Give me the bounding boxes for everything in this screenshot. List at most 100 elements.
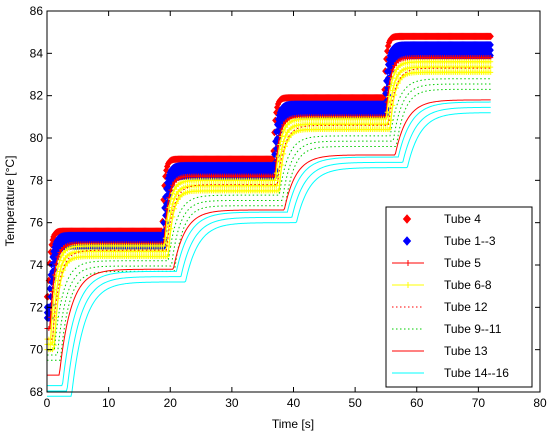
data-point [487,32,494,41]
data-point [164,254,170,260]
x-tick-label: 60 [410,396,424,410]
data-point [51,287,57,293]
series-line [47,67,491,340]
data-point [282,143,288,149]
data-point [282,124,288,130]
data-point [273,183,279,189]
x-tick-label: 40 [287,396,301,410]
legend-label: Tube 13 [444,344,488,358]
series-tube-12 [47,67,491,340]
data-point [277,158,283,164]
data-point [172,195,178,201]
data-point [168,187,174,193]
y-tick-label: 74 [30,258,44,272]
data-point [170,201,176,207]
legend-entry: Tube 6-8 [392,278,492,292]
data-point [488,59,494,65]
data-point [170,214,176,220]
y-tick-label: 80 [30,131,44,145]
data-point [168,209,174,215]
legend-label: Tube 9--11 [444,322,502,336]
data-point [386,93,392,99]
data-point [160,243,166,249]
axis-ticks: 0 10 20 30 40 50 60 70 80 68 70 72 74 76 78 80 82 84 86 [30,4,547,410]
data-point [279,146,285,152]
series-tube-9-11 [47,78,491,361]
y-tick-label: 76 [30,216,44,230]
data-point [392,63,398,69]
series-line [47,106,491,392]
legend-swatch [402,236,412,246]
data-point [275,188,281,194]
y-axis-label: Temperature [°C] [3,156,17,247]
legend-marker [405,260,411,266]
legend-entry: Tube 14--16 [392,366,509,380]
data-point [392,92,398,98]
data-point [55,295,61,301]
y-tick-label: 70 [30,343,44,357]
data-point [53,291,59,297]
marker-trace [44,64,494,347]
data-point [53,314,59,320]
data-point [170,190,176,196]
data-point [393,85,399,91]
data-point [488,55,494,61]
x-tick-label: 0 [44,396,51,410]
data-point [57,257,63,263]
x-axis-label: Time [s] [272,417,314,431]
data-point [282,133,288,139]
x-tick-label: 80 [533,396,547,410]
data-point [164,217,170,223]
data-point [55,254,61,260]
x-tick-label: 20 [164,396,178,410]
legend-label: Tube 6-8 [444,278,492,292]
data-point [162,248,168,254]
legend-entry: Tube 13 [392,344,488,358]
legend-swatch [402,214,412,224]
data-point [271,177,277,183]
data-point [170,182,176,188]
data-point [392,70,398,76]
series-tube-5 [44,55,494,331]
data-point [59,262,65,268]
data-point [277,142,283,148]
x-tick-label: 30 [225,396,239,410]
data-point [53,261,59,267]
series-tube-13 [47,99,491,376]
legend-entry: Tube 5 [392,256,481,270]
data-point [281,128,287,134]
series-line [47,112,491,397]
data-point [488,69,494,75]
legend-entry: Tube 9--11 [392,322,502,336]
series-tube-6-8 [44,59,494,353]
series-tube-14-16 [47,101,491,397]
data-point [51,342,57,348]
data-point [384,121,390,127]
marker-trace [44,55,494,331]
data-point [61,258,67,264]
data-point [390,87,396,93]
y-tick-label: 82 [30,89,44,103]
x-tick-label: 50 [348,396,362,410]
x-tick-label: 70 [472,396,486,410]
y-tick-label: 72 [30,300,44,314]
y-tick-label: 84 [30,46,44,60]
data-point [57,282,63,288]
legend-box [385,206,533,388]
data-point [173,191,179,197]
legend-entry: Tube 12 [392,300,488,314]
data-point [382,116,388,122]
x-tick-label: 10 [102,396,116,410]
data-point [488,64,494,70]
data-point [279,134,285,140]
marker-trace [44,59,494,342]
data-point [166,205,172,211]
legend-label: Tube 4 [444,212,481,226]
data-point [279,162,285,168]
legend-marker [405,282,411,288]
data-point [390,102,396,108]
data-point [384,47,391,55]
series-line [47,78,491,351]
legend-label: Tube 14--16 [444,366,509,380]
